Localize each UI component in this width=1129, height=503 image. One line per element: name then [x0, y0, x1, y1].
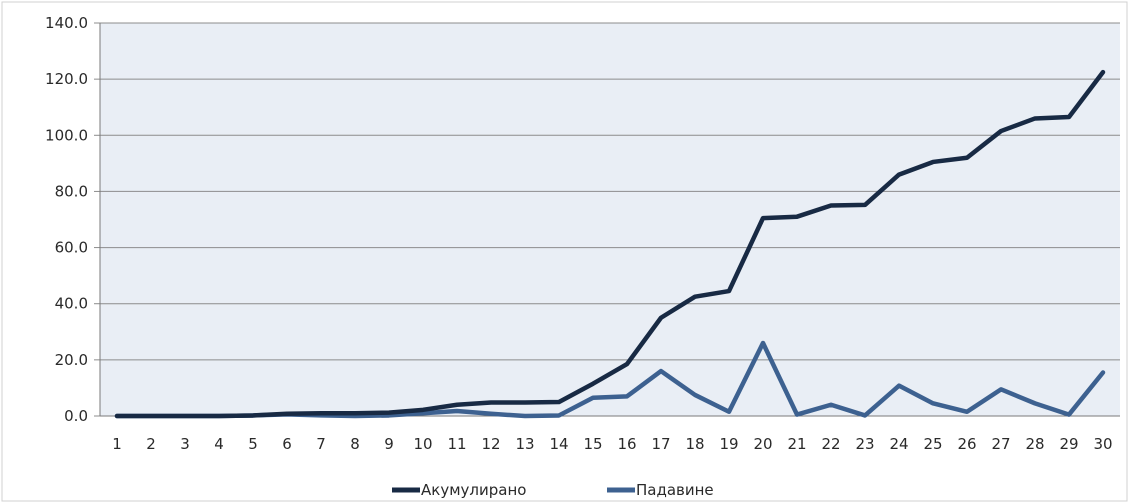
- x-tick-label: 24: [889, 435, 908, 453]
- x-tick-label: 25: [923, 435, 942, 453]
- x-tick-label: 29: [1059, 435, 1078, 453]
- x-tick-label: 9: [384, 435, 394, 453]
- x-tick-label: 12: [481, 435, 500, 453]
- y-tick-label: 20.0: [55, 351, 88, 369]
- y-tick-labels: 0.0 20.0 40.0 60.0 80.0 100.0 120.0 140.0: [45, 14, 88, 425]
- x-tick-label: 14: [549, 435, 568, 453]
- x-tick-label: 23: [855, 435, 874, 453]
- gridlines: [94, 22, 1120, 417]
- x-tick-label: 6: [282, 435, 292, 453]
- x-tick-label: 1: [112, 435, 122, 453]
- x-tick-label: 16: [617, 435, 636, 453]
- x-tick-label: 26: [957, 435, 976, 453]
- x-tick-label: 22: [821, 435, 840, 453]
- x-tick-label: 30: [1093, 435, 1112, 453]
- x-tick-label: 21: [787, 435, 806, 453]
- y-tick-label: 140.0: [45, 14, 88, 32]
- x-tick-label: 27: [991, 435, 1010, 453]
- x-tick-label: 3: [180, 435, 190, 453]
- y-tick-label: 40.0: [55, 295, 88, 313]
- x-tick-label: 13: [515, 435, 534, 453]
- x-tick-label: 10: [413, 435, 432, 453]
- x-tick-labels: 1 2 3 4 5 6 7 8 9 10 11 12 13 14 15 16 17 18 19 20 21 22 23 24 2…: [112, 435, 1112, 453]
- y-tick-label: 100.0: [45, 126, 88, 144]
- x-tick-label: 2: [146, 435, 156, 453]
- x-tick-label: 7: [316, 435, 326, 453]
- x-tick-label: 17: [651, 435, 670, 453]
- x-tick-label: 28: [1025, 435, 1044, 453]
- x-tick-label: 4: [214, 435, 224, 453]
- series-line-akumulirano: [114, 69, 1106, 419]
- x-tick-label: 18: [685, 435, 704, 453]
- legend: Акумулирано Падавине: [392, 481, 714, 499]
- y-tick-label: 80.0: [55, 182, 88, 200]
- legend-label-padavine: Падавине: [636, 481, 714, 499]
- plot-area: [100, 23, 1120, 416]
- y-tick-label: 60.0: [55, 239, 88, 257]
- x-tick-label: 15: [583, 435, 602, 453]
- series-lines: [114, 69, 1106, 419]
- y-tick-label: 0.0: [64, 407, 88, 425]
- y-tick-label: 120.0: [45, 70, 88, 88]
- legend-label-akumulirano: Акумулирано: [421, 481, 526, 499]
- x-tick-label: 19: [719, 435, 738, 453]
- x-tick-label: 8: [350, 435, 360, 453]
- x-tick-label: 20: [753, 435, 772, 453]
- x-tick-label: 5: [248, 435, 258, 453]
- x-tick-label: 11: [447, 435, 466, 453]
